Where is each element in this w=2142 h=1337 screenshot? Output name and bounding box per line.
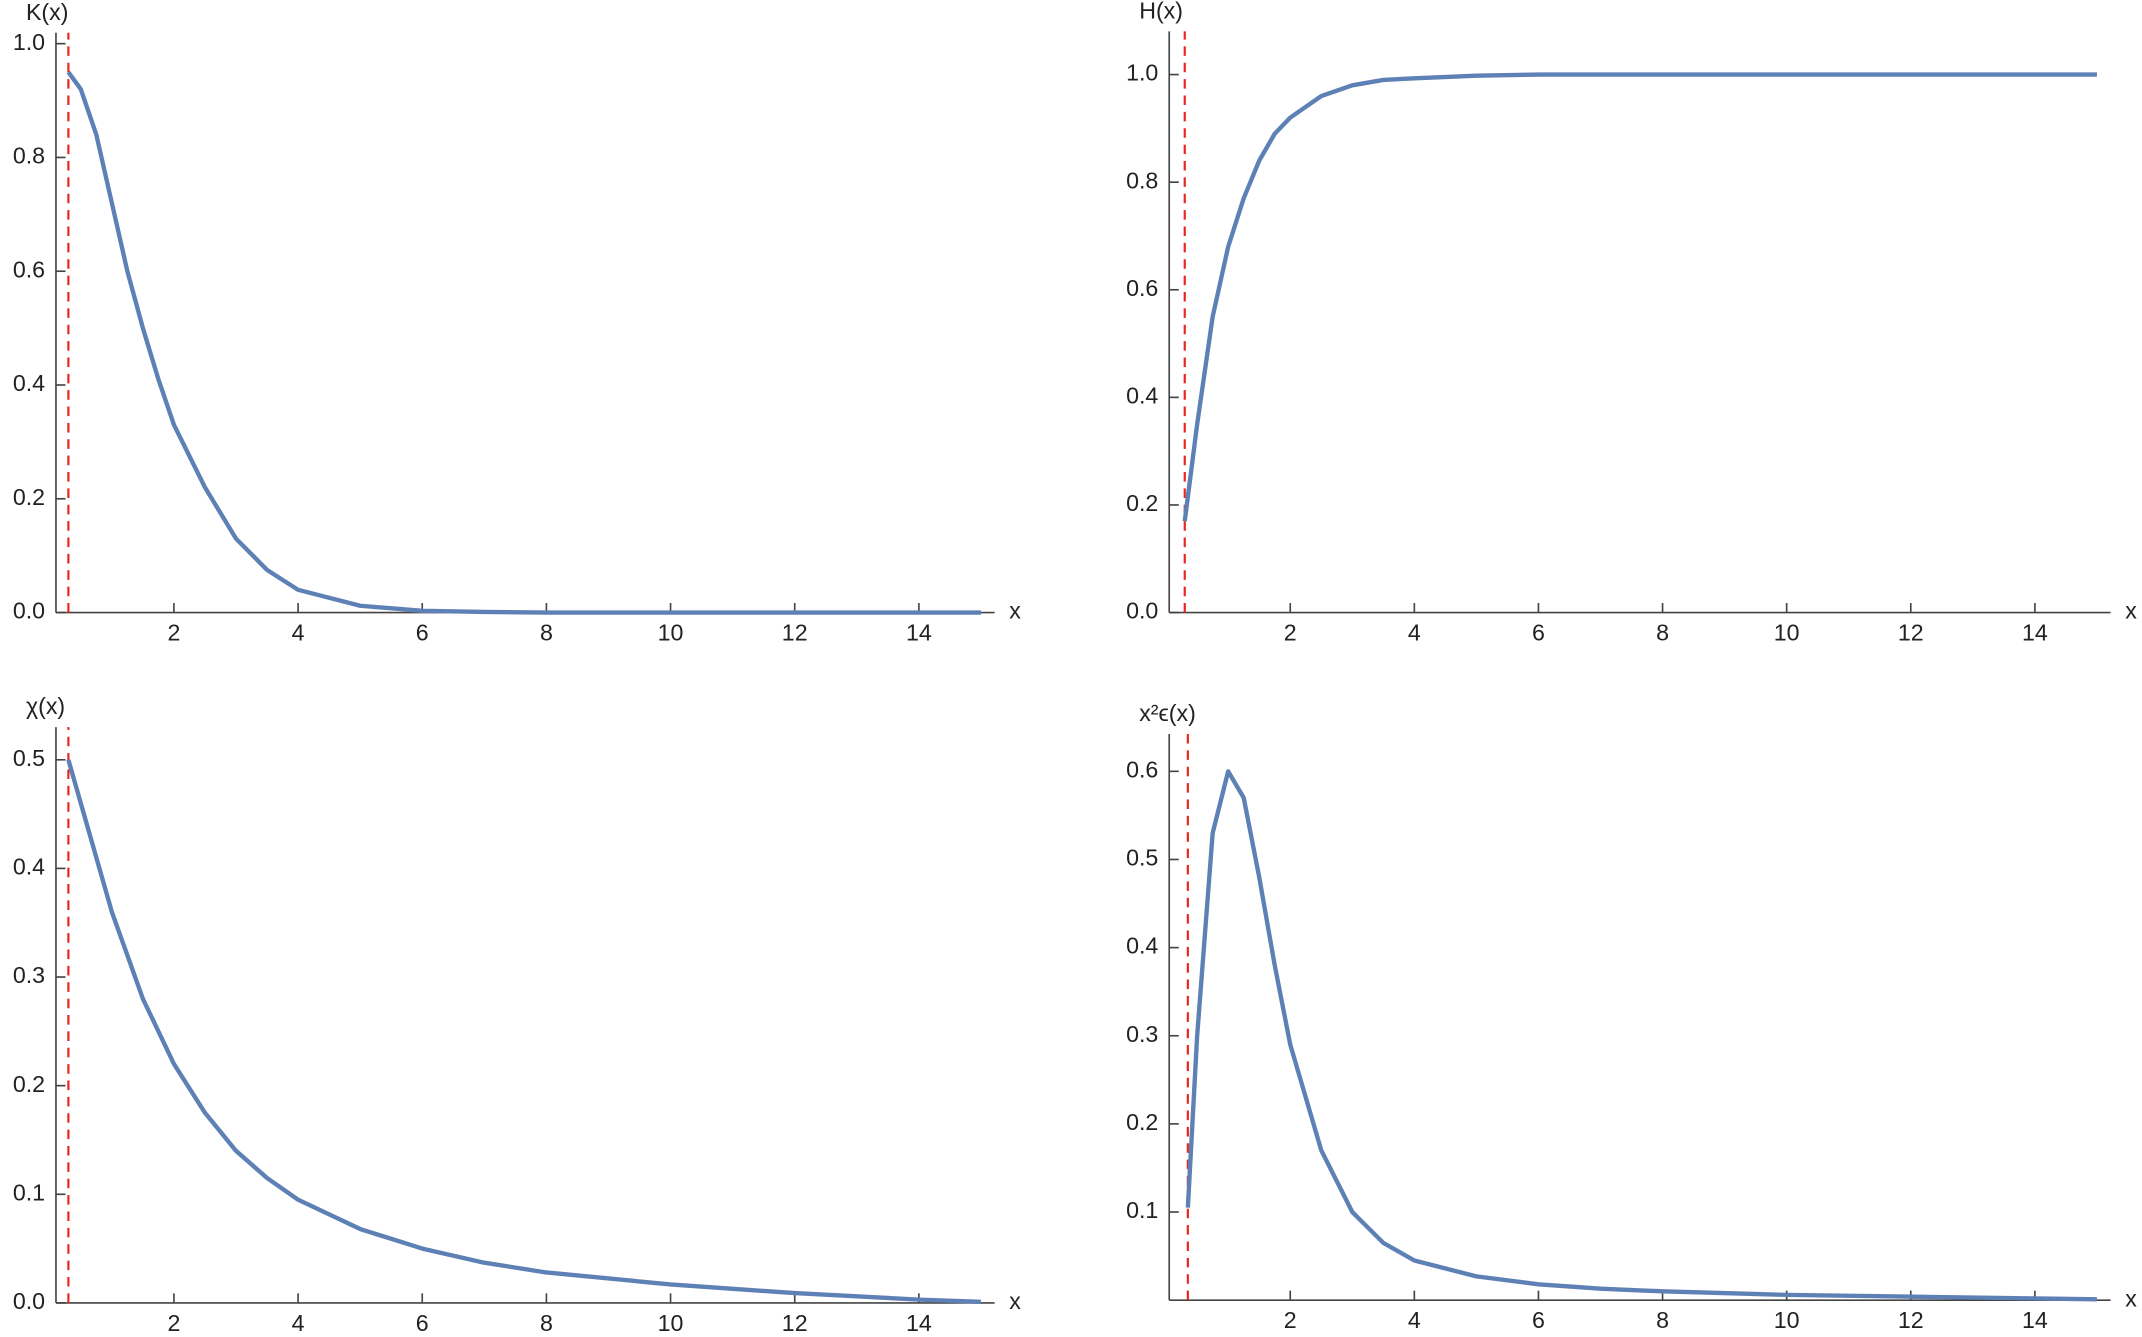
y-tick-label: 0.1	[13, 1179, 45, 1205]
y-tick-label: 0.6	[1126, 275, 1158, 301]
y-tick-label: 0.2	[1126, 490, 1158, 516]
y-tick-label: 0.6	[1126, 756, 1158, 782]
y-tick-label: 0.5	[1126, 845, 1158, 871]
y-tick-label: 0.4	[13, 370, 45, 396]
x-tick-label: 14	[906, 1310, 932, 1336]
y-tick-label: 1.0	[1126, 60, 1158, 86]
x-tick-label: 10	[1774, 1307, 1800, 1333]
x-tick-label: 12	[782, 1310, 808, 1336]
x-tick-label: 12	[782, 620, 808, 646]
y-tick-label: 0.4	[13, 854, 45, 880]
x-tick-label: 6	[1532, 620, 1545, 646]
x-tick-label: 8	[1656, 1307, 1669, 1333]
y-axis-label: x²ϵ(x)	[1139, 700, 1196, 726]
y-tick-label: 0.3	[13, 962, 45, 988]
x-tick-label: 6	[416, 1310, 429, 1336]
x-tick-label: 4	[292, 1310, 305, 1336]
x-tick-label: 8	[1656, 620, 1669, 646]
x-tick-label: 10	[658, 1310, 684, 1336]
y-tick-label: 0.4	[1126, 933, 1158, 959]
y-tick-label: 0.0	[13, 598, 45, 624]
y-tick-label: 0.3	[1126, 1021, 1158, 1047]
y-tick-label: 0.2	[13, 484, 45, 510]
x-axis-label: x	[1009, 598, 1021, 624]
x-tick-label: 8	[540, 620, 553, 646]
x-tick-label: 6	[1532, 1307, 1545, 1333]
y-tick-label: 0.1	[1126, 1197, 1158, 1223]
x-tick-label: 6	[416, 620, 429, 646]
x-tick-label: 14	[2022, 1307, 2048, 1333]
y-tick-label: 0.0	[1126, 598, 1158, 624]
x-tick-label: 2	[1284, 1307, 1297, 1333]
data-line	[1182, 72, 2097, 522]
y-tick-label: 0.2	[13, 1071, 45, 1097]
x-axis-label: x	[2125, 1285, 2137, 1311]
x-axis-label: x	[1009, 1288, 1021, 1314]
y-tick-label: 0.8	[1126, 167, 1158, 193]
y-axis-label: H(x)	[1139, 0, 1183, 23]
data-line	[66, 759, 982, 1304]
x-tick-label: 2	[167, 620, 180, 646]
y-tick-label: 0.4	[1126, 382, 1158, 408]
x-tick-label: 12	[1898, 1307, 1924, 1333]
x-tick-label: 4	[1408, 620, 1421, 646]
x-tick-label: 4	[1408, 1307, 1421, 1333]
y-axis-label: K(x)	[26, 0, 69, 25]
data-line	[66, 70, 981, 615]
y-tick-label: 0.6	[13, 256, 45, 282]
x-tick-label: 2	[1284, 620, 1297, 646]
x-tick-label: 10	[1774, 620, 1800, 646]
y-axis-label: χ(x)	[26, 693, 65, 719]
y-tick-label: 0.2	[1126, 1109, 1158, 1135]
y-tick-label: 1.0	[13, 29, 45, 55]
x-tick-label: 8	[540, 1310, 553, 1336]
x-tick-label: 4	[292, 620, 305, 646]
y-tick-label: 0.5	[13, 745, 45, 771]
x-tick-label: 10	[658, 620, 684, 646]
y-tick-label: 0.0	[13, 1288, 45, 1314]
x-tick-label: 14	[2022, 620, 2048, 646]
x-tick-label: 14	[906, 620, 932, 646]
y-tick-label: 0.8	[13, 143, 45, 169]
x-tick-label: 2	[167, 1310, 180, 1336]
x-axis-label: x	[2125, 598, 2137, 624]
data-line	[1185, 769, 2097, 1302]
x-tick-label: 12	[1898, 620, 1924, 646]
